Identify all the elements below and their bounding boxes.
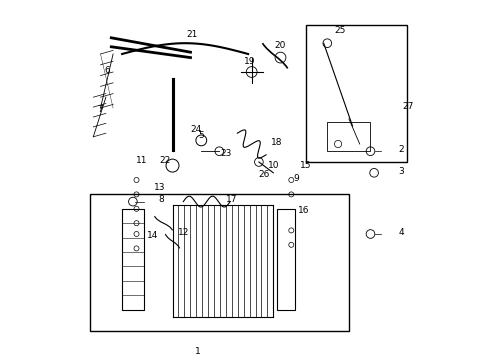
Text: 16: 16 [298,206,309,215]
Bar [305,25,406,162]
Text: 8: 8 [159,195,164,204]
Text: 14: 14 [147,231,158,240]
Text: 9: 9 [293,174,299,183]
Text: 19: 19 [244,57,255,66]
Bar [326,122,370,151]
Text: 17: 17 [225,195,237,204]
Text: 13: 13 [154,183,165,192]
Text: 18: 18 [270,138,282,147]
Text: 6: 6 [104,66,110,75]
Text: 1: 1 [194,346,200,356]
Bar [276,209,294,310]
Text: 26: 26 [258,170,269,179]
Text: 12: 12 [177,228,188,237]
Text: 10: 10 [267,161,279,170]
Text: 7: 7 [98,105,103,114]
Bar [89,194,348,331]
Text: 25: 25 [333,26,345,35]
Text: 5: 5 [198,131,204,140]
Bar [122,209,143,310]
Text: 21: 21 [186,30,198,39]
Text: 24: 24 [190,125,201,134]
Text: 11: 11 [136,156,147,165]
Text: 20: 20 [274,41,285,50]
Text: 15: 15 [299,161,311,170]
Text: 22: 22 [160,156,171,165]
Text: 4: 4 [397,228,403,237]
Text: 27: 27 [402,102,413,111]
Text: 2: 2 [397,145,403,154]
Text: 3: 3 [397,166,403,176]
Text: 23: 23 [221,149,232,158]
